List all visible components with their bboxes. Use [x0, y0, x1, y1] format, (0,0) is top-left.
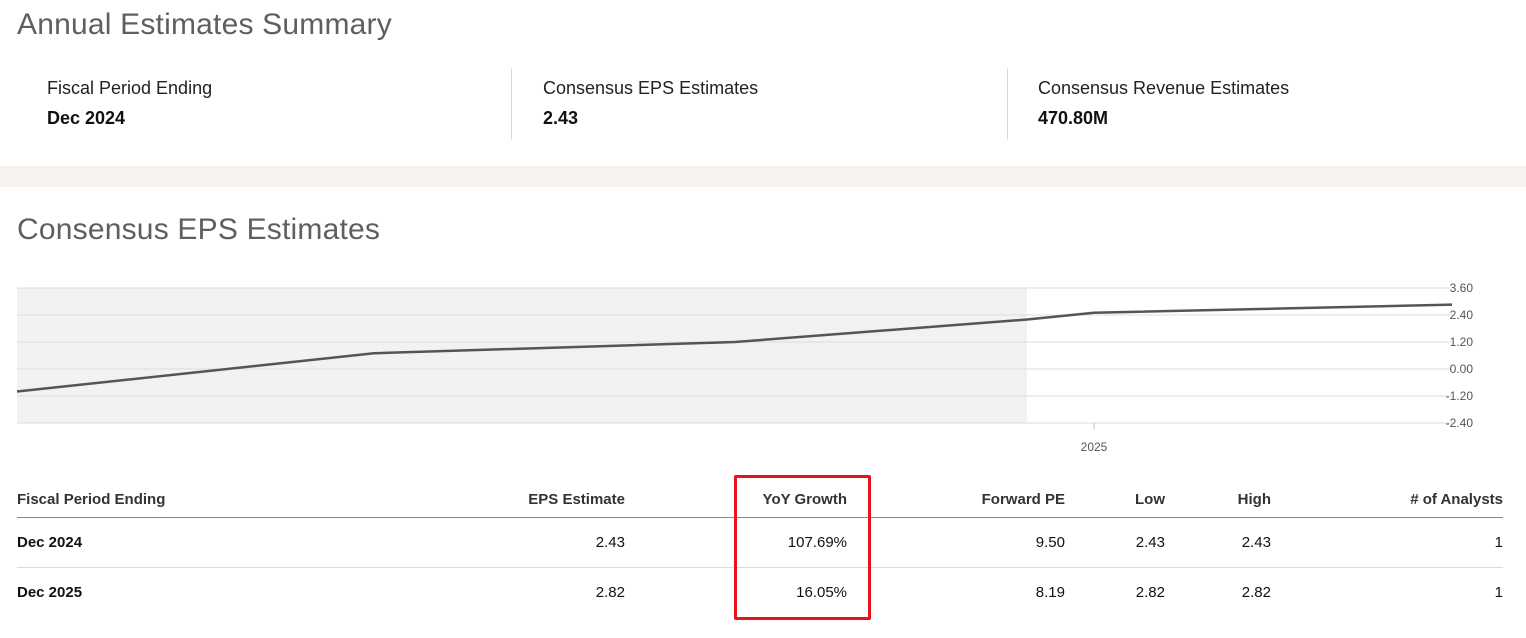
column-header-forward-pe[interactable]: Forward PE [847, 481, 1065, 518]
cell-forward-pe: 8.19 [1035, 584, 1065, 601]
eps-estimates-table: Fiscal Period Ending EPS Estimate YoY Gr… [17, 481, 1503, 617]
summary-title: Annual Estimates Summary [17, 8, 392, 41]
chart-y-tick-label: 2.40 [1450, 308, 1474, 322]
chart-y-tick-label: -2.40 [1446, 416, 1474, 430]
chart-series-line [16, 303, 1453, 393]
chart-historical-shade [17, 288, 1027, 423]
table-header-row: Fiscal Period Ending EPS Estimate YoY Gr… [17, 481, 1503, 518]
chart-y-tick-label: 3.60 [1450, 281, 1474, 295]
summary-value: 2.43 [543, 108, 579, 128]
chart-y-tick-label: 0.00 [1450, 362, 1474, 376]
column-header-analysts[interactable]: # of Analysts [1271, 481, 1503, 518]
cell-high: 2.43 [1165, 517, 1271, 568]
cell-analysts: 1 [1494, 584, 1503, 601]
summary-panel: Fiscal Period Ending Dec 2024 Consensus … [0, 68, 1526, 142]
cell-analysts: 1 [1271, 517, 1503, 568]
chart-y-tick-label: 1.20 [1450, 335, 1474, 349]
chart-y-tick-label: -1.20 [1446, 389, 1474, 403]
table-row: Dec 2024 2.43 107.69% 9.50 2.43 2.43 1 [17, 517, 1503, 568]
column-header-fiscal-period[interactable]: Fiscal Period Ending [17, 481, 247, 518]
section-separator [0, 166, 1526, 187]
summary-label: Consensus EPS Estimates [543, 78, 759, 98]
cell-eps-estimate: 2.43 [247, 517, 625, 568]
column-header-eps-estimate[interactable]: EPS Estimate [247, 481, 625, 518]
cell-fiscal-period: Dec 2024 [17, 517, 247, 568]
summary-divider [511, 68, 512, 140]
cell-low: 2.43 [1065, 517, 1165, 568]
summary-divider [1007, 68, 1008, 140]
eps-line-chart[interactable]: 3.60 2.40 1.20 0.00 -1.20 -2.40 2025 [0, 270, 1526, 460]
column-header-yoy-growth[interactable]: YoY Growth [625, 481, 847, 518]
column-header-high[interactable]: High [1165, 481, 1271, 518]
cell-high: 2.82 [1241, 584, 1271, 601]
chart-x-tick-label: 2025 [1081, 440, 1108, 454]
summary-label: Fiscal Period Ending [47, 78, 213, 98]
summary-value: Dec 2024 [47, 108, 126, 128]
cell-yoy-growth: 107.69% [625, 517, 847, 568]
summary-label: Consensus Revenue Estimates [1038, 78, 1290, 98]
cell-fiscal-period: Dec 2025 [17, 584, 83, 601]
cell-forward-pe: 9.50 [847, 517, 1065, 568]
eps-section-title: Consensus EPS Estimates [17, 213, 381, 246]
summary-value: 470.80M [1038, 108, 1109, 128]
cell-low: 2.82 [1135, 584, 1165, 601]
cell-eps-estimate: 2.82 [595, 584, 625, 601]
column-header-low[interactable]: Low [1065, 481, 1165, 518]
table-row: Dec 2025 2.82 16.05% 8.19 2.82 2.82 1 [17, 568, 1503, 618]
cell-yoy-growth: 16.05% [796, 584, 847, 601]
